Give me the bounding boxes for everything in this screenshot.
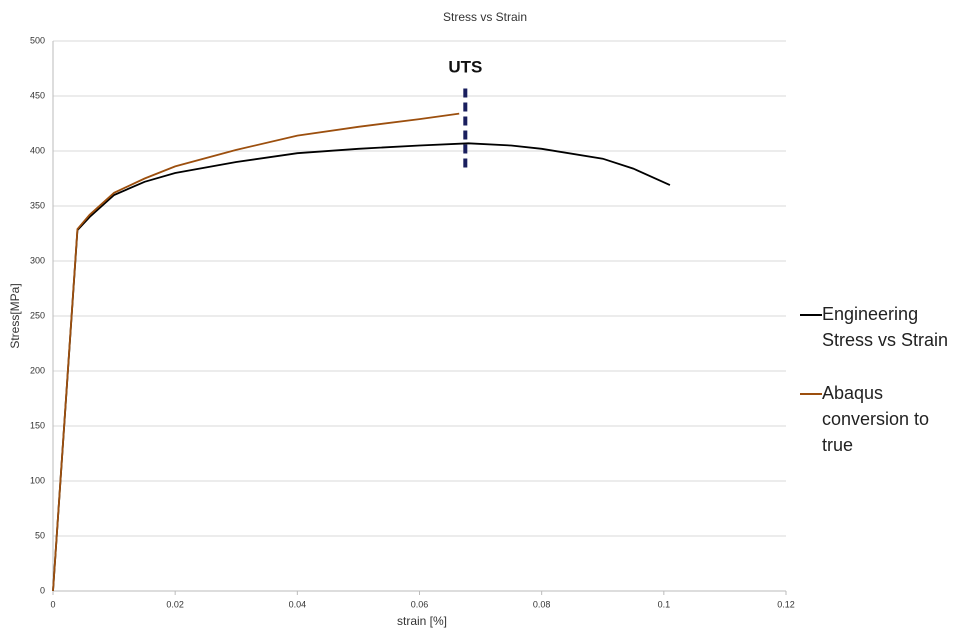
y-tick-label: 100 <box>30 475 45 485</box>
x-tick-label: 0.06 <box>411 599 429 609</box>
y-tick-label: 300 <box>30 255 45 265</box>
series-line <box>52 112 460 592</box>
y-tick-label: 150 <box>30 420 45 430</box>
series-line <box>52 142 671 592</box>
x-axis-label: strain [%] <box>397 614 447 628</box>
y-tick-label: 200 <box>30 365 45 375</box>
legend-swatch <box>800 314 822 316</box>
y-tick-label: 450 <box>30 90 45 100</box>
legend-entry: Engineering Stress vs Strain <box>800 301 958 353</box>
y-tick-label: 50 <box>35 530 45 540</box>
legend-label: Abaqus conversion to true <box>822 383 930 455</box>
x-tick-label: 0.12 <box>777 599 795 609</box>
y-tick-label: 350 <box>30 200 45 210</box>
legend-entry: Abaqus conversion to true <box>800 380 958 458</box>
x-tick-label: 0.08 <box>533 599 551 609</box>
legend-label: Engineering Stress vs Strain <box>822 304 949 350</box>
y-tick-label: 0 <box>40 585 45 595</box>
y-tick-label: 400 <box>30 145 45 155</box>
y-tick-label: 250 <box>30 310 45 320</box>
x-tick-label: 0.04 <box>289 599 307 609</box>
uts-label: UTS <box>448 57 482 76</box>
chart-title: Stress vs Strain <box>443 10 527 24</box>
y-axis-label: Stress[MPa] <box>8 283 22 348</box>
legend-swatch <box>800 393 822 395</box>
x-tick-label: 0.1 <box>658 599 671 609</box>
y-tick-label: 500 <box>30 35 45 45</box>
x-tick-label: 0 <box>50 599 55 609</box>
x-tick-label: 0.02 <box>166 599 184 609</box>
